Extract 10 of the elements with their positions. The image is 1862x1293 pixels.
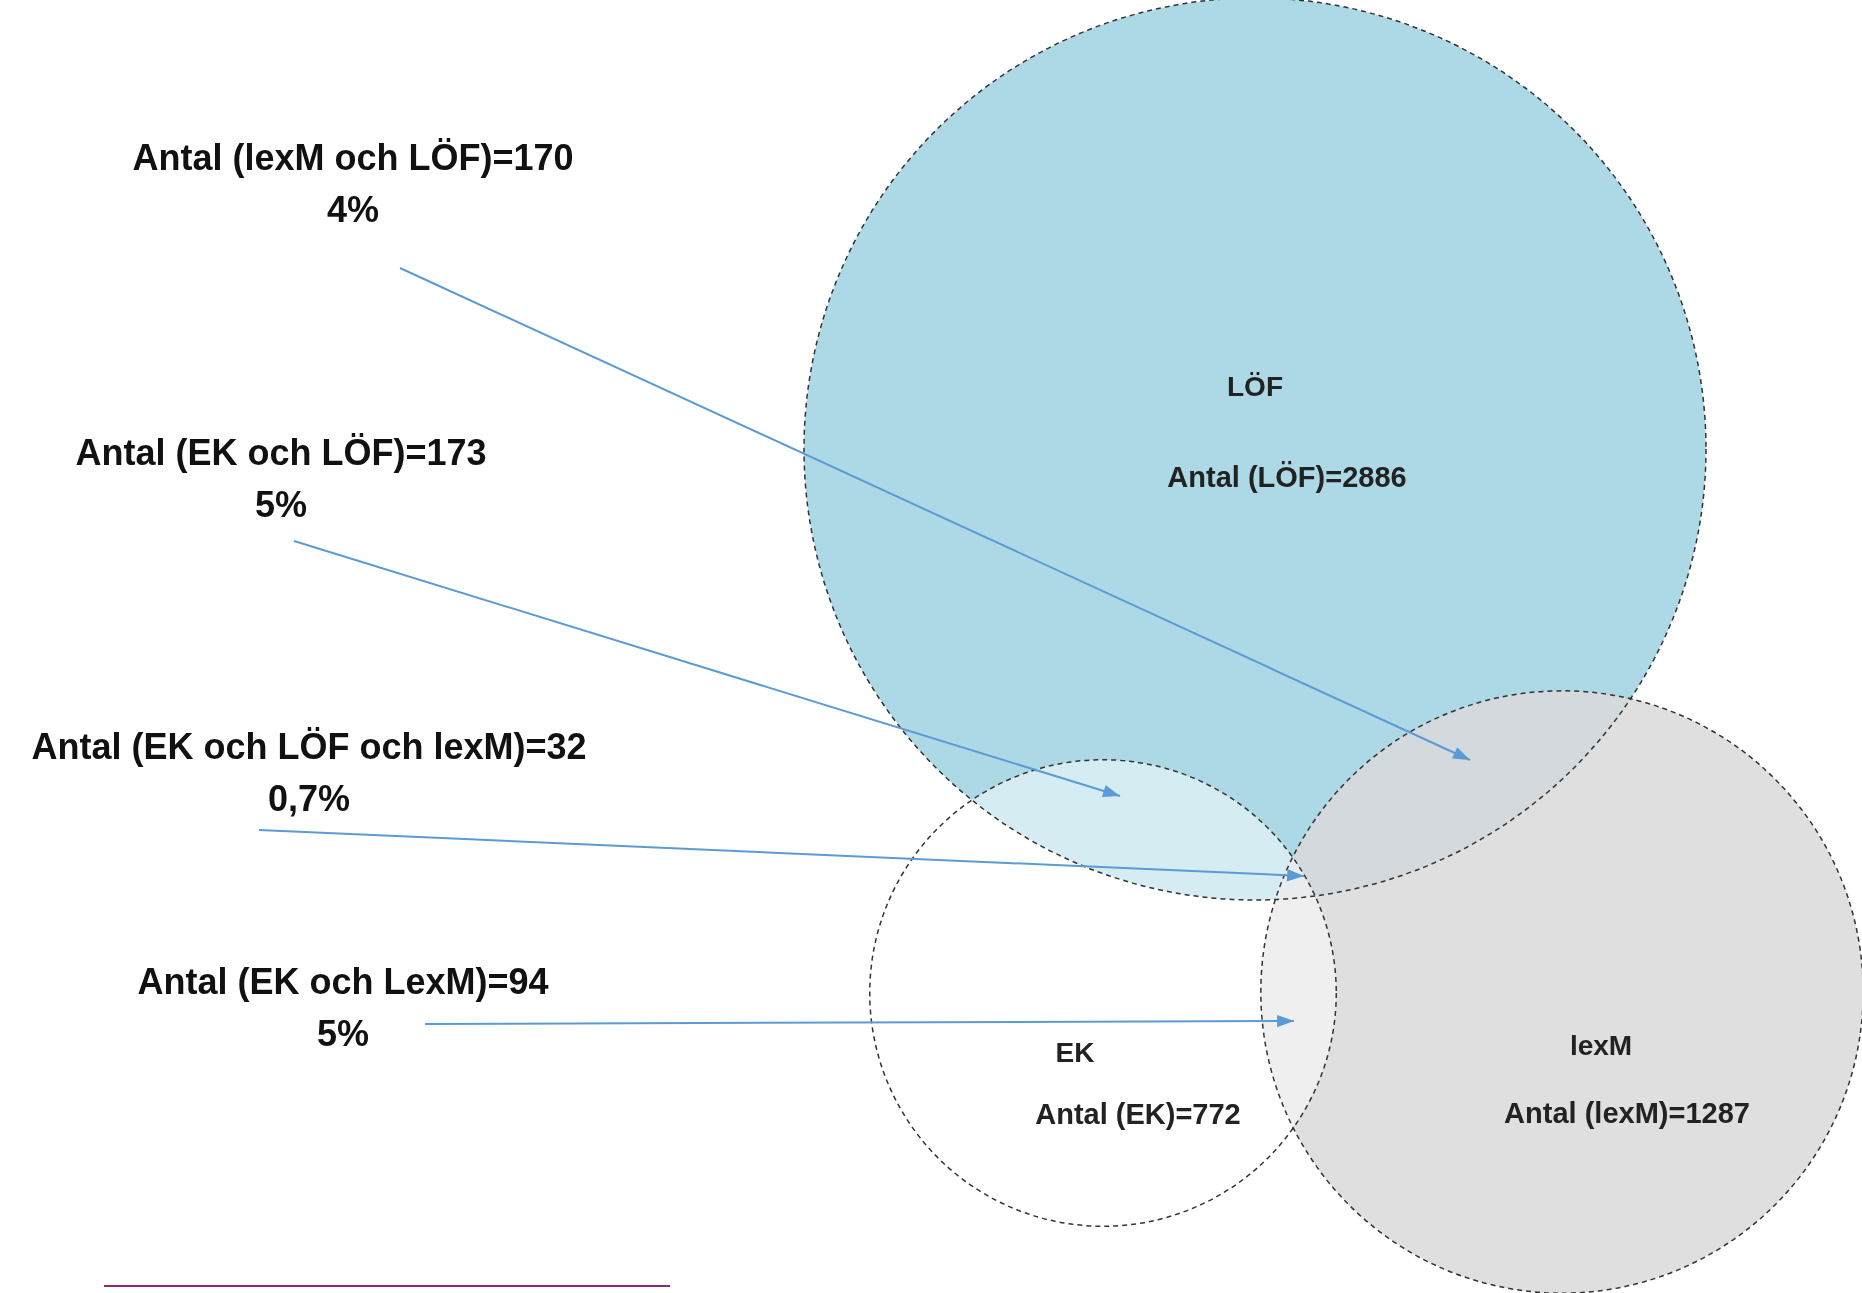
category-label: EK — [1055, 1036, 1095, 1068]
data-label: Antal (lexM)=1287 — [1504, 1097, 1750, 1129]
category-label: LÖF — [1227, 370, 1283, 402]
data-label: Antal (EK)=772 — [1035, 1098, 1241, 1130]
text: Antal (EK och LexM)=94 5% — [137, 960, 549, 1054]
data-label: Antal (LÖF)=2886 — [1167, 461, 1407, 493]
text: Antal (lexM och LÖF)=170 4% — [132, 136, 574, 230]
category-label: lexM — [1569, 1029, 1633, 1061]
text: Antal (EK och LÖF)=173 5% — [75, 431, 487, 525]
text: Antal (EK och LÖF och lexM)=32 0,7% — [31, 725, 587, 819]
